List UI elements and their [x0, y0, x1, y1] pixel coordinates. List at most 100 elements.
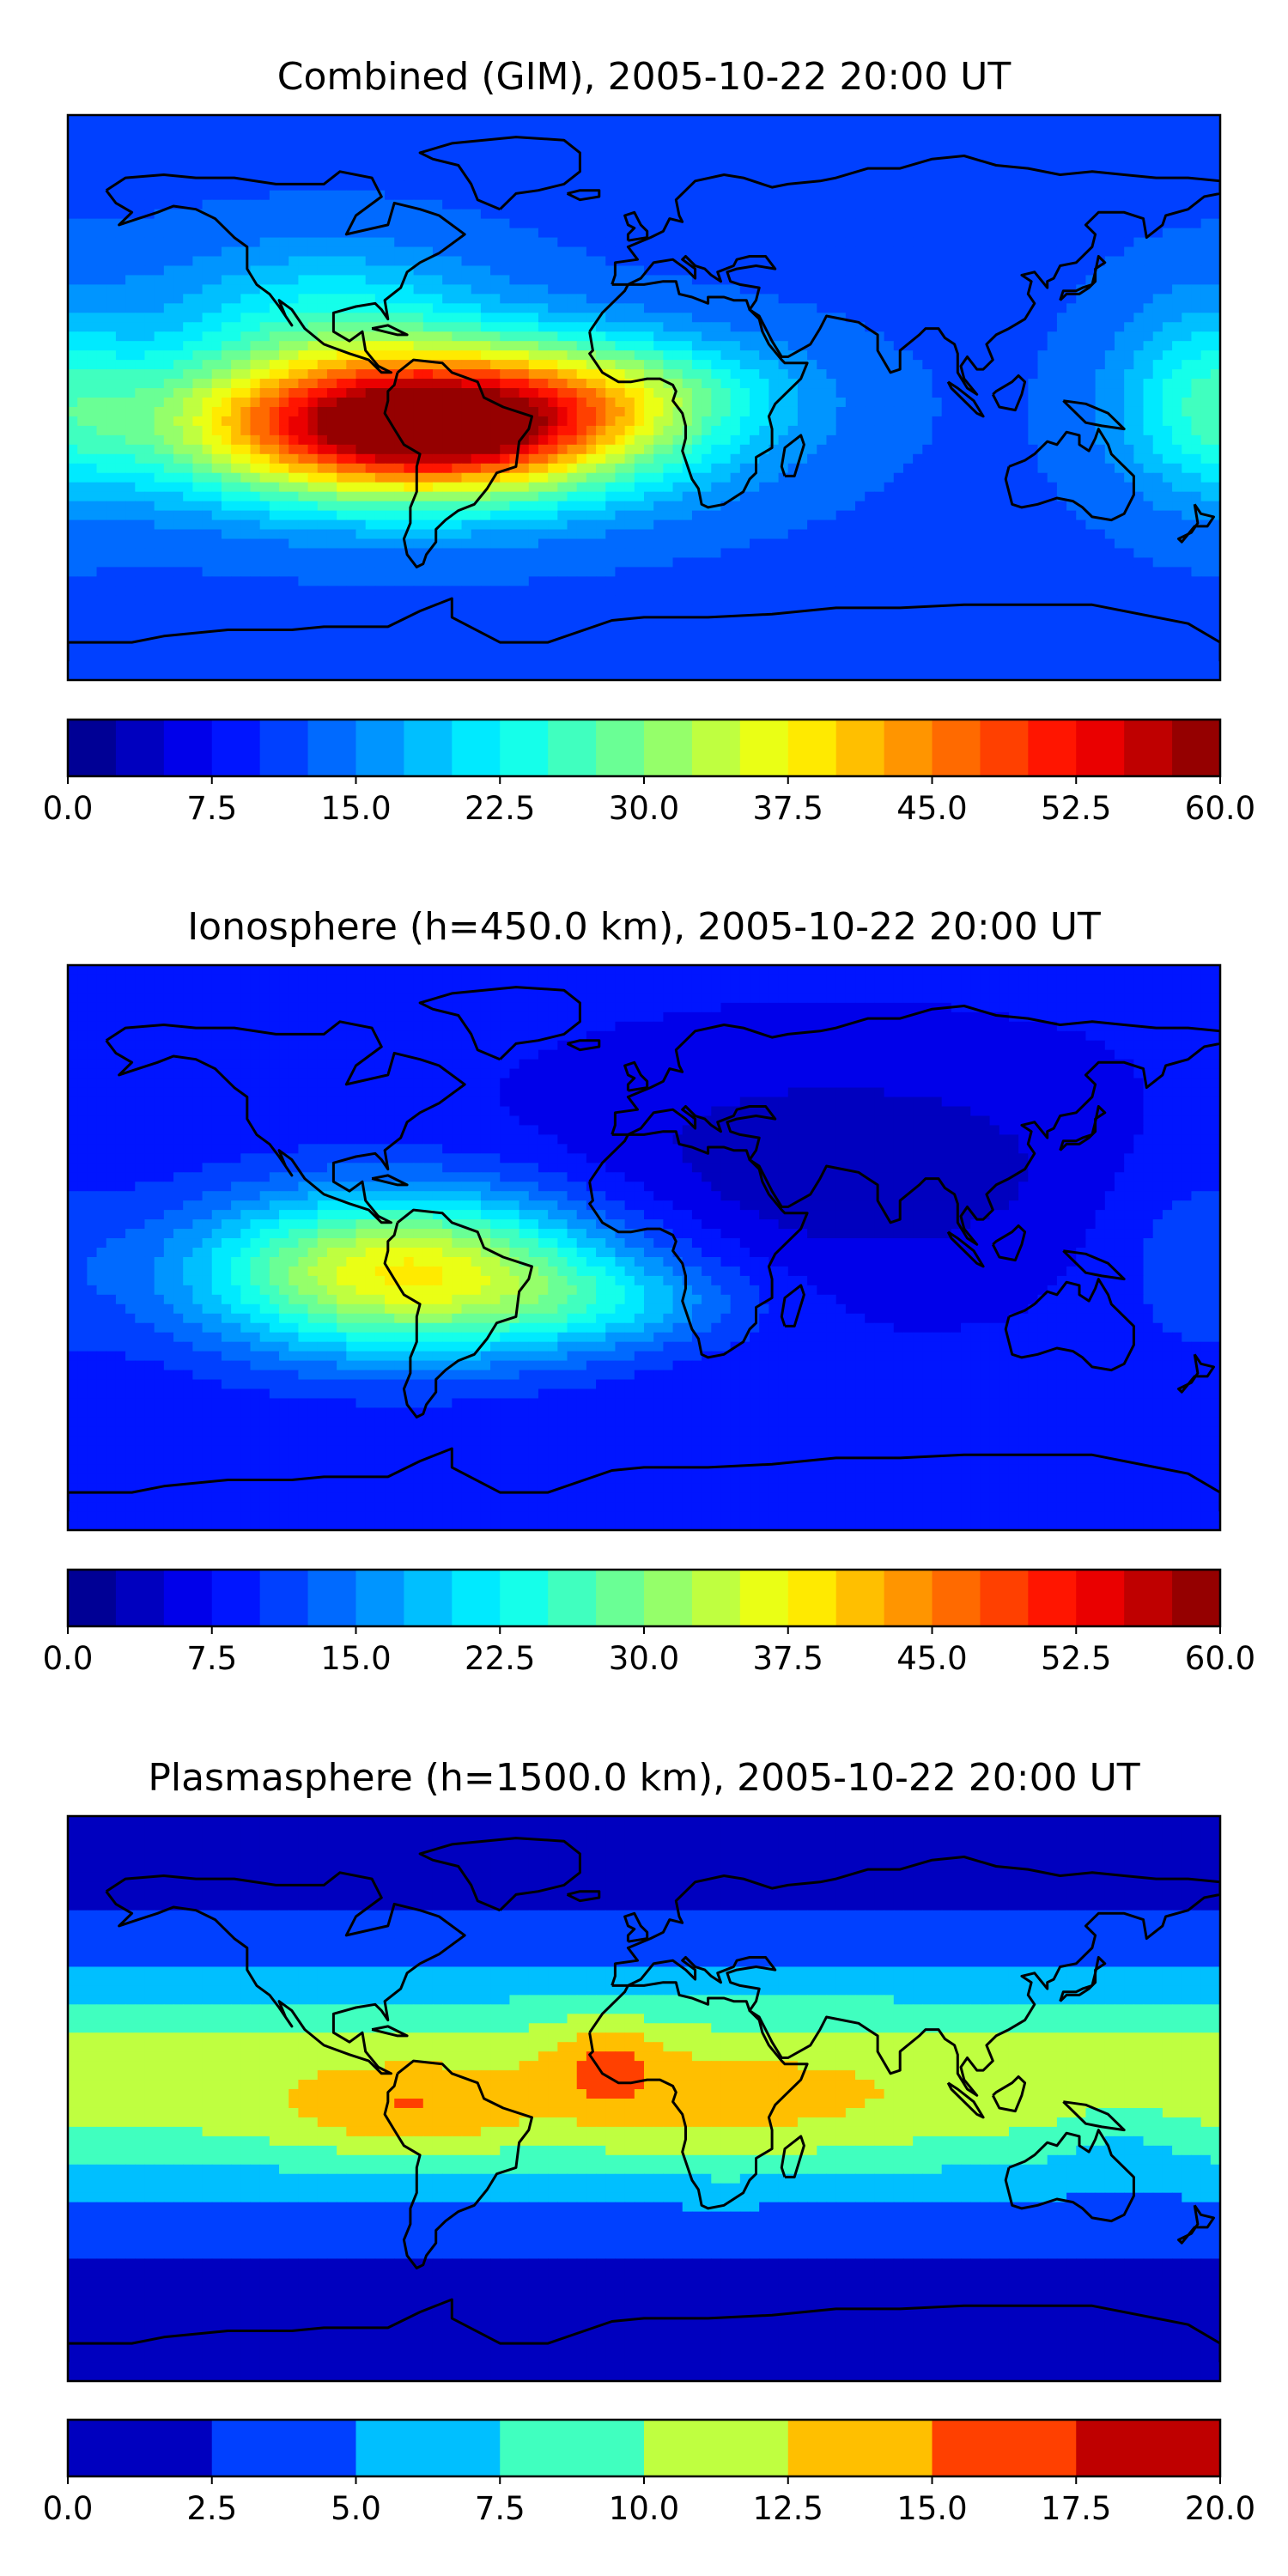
- field-cell: [951, 237, 962, 248]
- field-cell: [1143, 313, 1154, 323]
- field-cell: [605, 322, 617, 332]
- field-cell: [374, 425, 386, 436]
- field-cell: [1172, 265, 1182, 276]
- field-cell: [711, 152, 722, 163]
- field-cell: [739, 360, 750, 370]
- field-cell: [1152, 406, 1163, 417]
- field-cell: [96, 322, 107, 332]
- field-cell: [259, 463, 270, 474]
- field-cell: [1114, 190, 1125, 201]
- field-cell: [490, 124, 501, 135]
- field-cell: [902, 406, 914, 417]
- field-cell: [932, 398, 943, 408]
- field-cell: [1182, 444, 1193, 455]
- field-cell: [519, 425, 530, 436]
- field-cell: [605, 161, 617, 173]
- field-cell: [422, 482, 434, 493]
- field-cell: [1028, 152, 1039, 163]
- field-cell: [394, 143, 405, 154]
- field-cell: [77, 482, 88, 493]
- field-cell: [337, 379, 347, 389]
- field-cell: [374, 265, 386, 276]
- field-cell: [173, 369, 184, 380]
- field-cell: [326, 152, 337, 163]
- field-cell: [778, 143, 789, 154]
- field-cell: [624, 425, 635, 436]
- field-cell: [835, 133, 847, 144]
- field-cell: [653, 124, 664, 135]
- field-cell: [893, 115, 904, 125]
- field-cell: [961, 360, 971, 370]
- field-cell: [1028, 143, 1039, 154]
- field-cell: [730, 228, 741, 239]
- field-cell: [1114, 228, 1125, 239]
- field-cell: [893, 331, 904, 342]
- field-cell: [413, 294, 424, 304]
- field-cell: [1191, 388, 1202, 398]
- field-cell: [1143, 180, 1154, 191]
- field-cell: [337, 237, 347, 248]
- field-cell: [404, 434, 415, 446]
- field-cell: [567, 115, 578, 125]
- field-cell: [221, 453, 232, 465]
- field-cell: [1008, 482, 1019, 493]
- field-cell: [365, 133, 376, 144]
- field-cell: [1104, 199, 1115, 210]
- field-cell: [68, 453, 78, 465]
- field-cell: [855, 133, 866, 144]
- field-cell: [269, 398, 280, 408]
- field-cell: [835, 303, 847, 313]
- field-cell: [432, 482, 443, 493]
- field-cell: [538, 228, 549, 239]
- field-cell: [1182, 143, 1193, 154]
- field-cell: [96, 199, 107, 210]
- field-cell: [653, 379, 664, 389]
- field-cell: [509, 218, 520, 229]
- field-cell: [961, 246, 971, 258]
- field-cell: [932, 275, 943, 285]
- field-cell: [1143, 237, 1154, 248]
- field-cell: [1143, 360, 1154, 370]
- field-cell: [951, 360, 962, 370]
- field-cell: [374, 434, 386, 446]
- field-cell: [1191, 491, 1202, 502]
- field-cell: [365, 482, 376, 493]
- field-cell: [845, 369, 856, 380]
- field-cell: [739, 199, 750, 210]
- field-cell: [355, 209, 367, 220]
- field-cell: [289, 133, 299, 144]
- field-cell: [913, 275, 923, 285]
- field-cell: [557, 341, 568, 351]
- field-cell: [980, 124, 991, 135]
- field-cell: [1133, 388, 1145, 398]
- field-cell: [1114, 379, 1125, 389]
- field-cell: [893, 180, 904, 191]
- field-cell: [1210, 341, 1220, 351]
- field-cell: [289, 434, 299, 446]
- field-cell: [259, 133, 270, 144]
- field-cell: [922, 369, 933, 380]
- field-cell: [1210, 472, 1220, 483]
- field-cell: [989, 434, 1000, 446]
- field-cell: [1114, 133, 1125, 144]
- field-cell: [77, 360, 88, 370]
- field-cell: [807, 124, 817, 135]
- field-cell: [1162, 482, 1173, 493]
- field-cell: [548, 491, 558, 502]
- field-cell: [1182, 388, 1193, 398]
- panel-1-title: Combined (GIM), 2005-10-22 20:00 UT: [277, 55, 1012, 99]
- field-cell: [279, 115, 289, 125]
- field-cell: [548, 275, 558, 285]
- field-cell: [68, 124, 78, 135]
- field-cell: [999, 341, 1010, 351]
- field-cell: [691, 143, 702, 154]
- field-cell: [615, 331, 626, 342]
- field-cell: [115, 463, 126, 474]
- field-cell: [269, 115, 280, 125]
- field-cell: [951, 265, 962, 276]
- field-cell: [173, 322, 184, 332]
- field-cell: [432, 275, 443, 285]
- field-cell: [509, 360, 520, 370]
- field-cell: [711, 434, 722, 446]
- field-cell: [999, 133, 1010, 144]
